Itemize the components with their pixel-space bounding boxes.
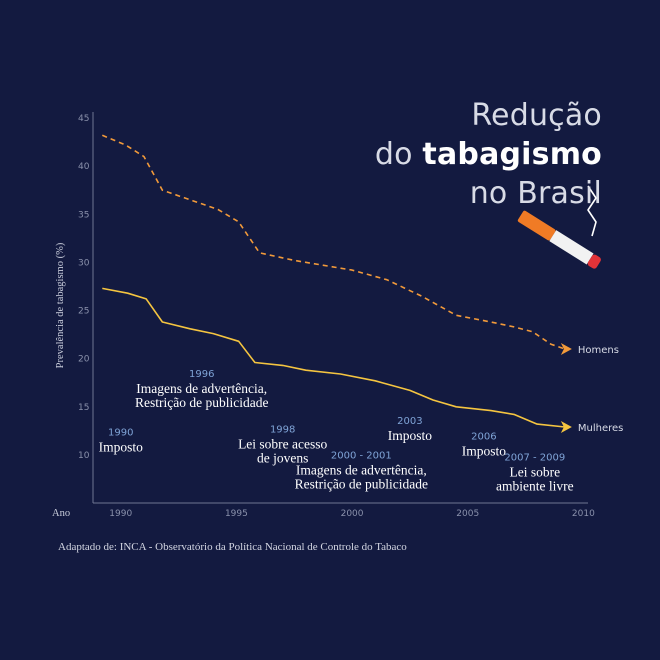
title-line-2-prefix: do	[374, 137, 423, 172]
y-tick-labels: 10 15 20 25 30 35 40 45	[78, 114, 90, 461]
annotation-year: 1990	[108, 428, 133, 439]
x-tick-label: 2010	[572, 509, 595, 519]
annotation-text: ambiente livre	[496, 479, 574, 494]
x-tick-label: 1990	[109, 509, 132, 519]
arrow-right-icon	[560, 343, 572, 355]
annotation-text: Imposto	[462, 443, 507, 458]
y-tick-label: 15	[78, 403, 89, 413]
annotation-year: 1998	[270, 425, 295, 436]
annotation-text: Restrição de publicidade	[295, 477, 428, 492]
series-label-mulheres: Mulheres	[578, 423, 624, 434]
x-tick-label: 2005	[456, 509, 479, 519]
annotation-year: 1996	[189, 369, 214, 380]
title-line-1: Redução	[471, 98, 602, 133]
series-label-homens: Homens	[578, 345, 619, 356]
source-note: Adaptado de: INCA - Observatório da Polí…	[58, 541, 407, 553]
y-tick-label: 20	[78, 355, 90, 365]
axes	[92, 112, 588, 504]
annotation-text: Imposto	[388, 428, 433, 443]
cigarette-icon	[517, 210, 601, 269]
annotation-text: de jovens	[257, 451, 308, 466]
annotation-text: Imposto	[99, 440, 144, 455]
y-tick-label: 30	[78, 258, 90, 268]
y-tick-label: 40	[78, 162, 90, 172]
annotation-text: Lei sobre acesso	[238, 437, 327, 452]
arrow-right-icon	[560, 420, 572, 433]
series-line-mulheres	[102, 287, 565, 428]
y-axis-label: Prevalência de tabagismo (%)	[55, 242, 66, 368]
x-tick-label: 2000	[341, 509, 364, 519]
y-tick-label: 45	[78, 114, 89, 124]
y-tick-label: 35	[78, 210, 89, 220]
x-axis-label: Ano	[52, 508, 70, 519]
series-lines: Homens Mulheres	[101, 134, 624, 434]
annotation-year: 2007 - 2009	[504, 453, 565, 464]
annotation-year: 2003	[397, 416, 422, 427]
title-line-3: no Brasil	[469, 176, 602, 211]
y-tick-label: 25	[78, 307, 89, 317]
annotation-text: Imagens de advertência,	[136, 381, 267, 396]
x-tick-label: 1995	[225, 509, 248, 519]
x-tick-labels: 1990 1995 2000 2005 2010	[109, 509, 595, 519]
series-line-homens	[101, 134, 566, 350]
annotation-text: Restrição de publicidade	[135, 395, 268, 410]
y-tick-label: 10	[78, 451, 90, 461]
annotation-year: 2006	[471, 431, 496, 442]
annotation-text: Lei sobre	[509, 465, 560, 480]
annotation-year: 2000 - 2001	[331, 451, 392, 462]
title-line-2: do tabagismo	[375, 135, 602, 174]
annotation-text: Imagens de advertência,	[296, 463, 427, 478]
smoke-icon	[587, 185, 597, 237]
title-line-2-bold: tabagismo	[422, 137, 602, 172]
chart-title: Redução do tabagismo no Brasil	[375, 96, 602, 213]
